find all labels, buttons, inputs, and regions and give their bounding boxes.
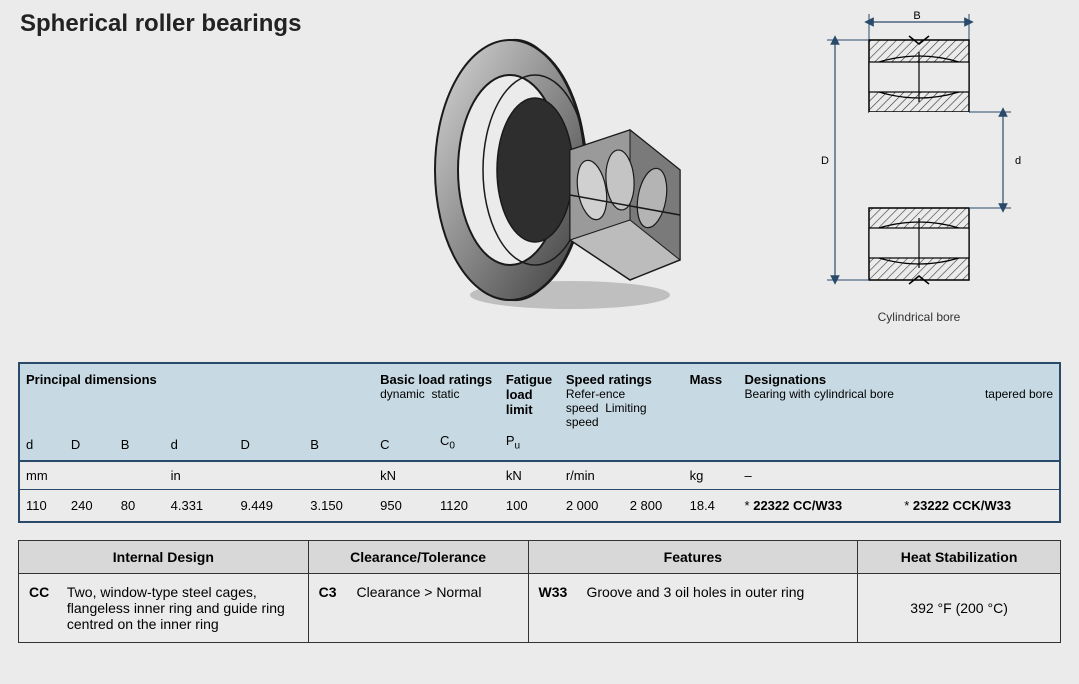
col-desig2 bbox=[898, 431, 1060, 461]
hdr-principal: Principal dimensions bbox=[19, 363, 374, 431]
unit-mm: mm bbox=[19, 461, 165, 490]
bearing-3d-illustration bbox=[400, 20, 700, 320]
data-row: 110 240 80 4.331 9.449 3.150 950 1120 10… bbox=[19, 489, 1060, 522]
feat-hdr-clearance: Clearance/Tolerance bbox=[308, 541, 528, 574]
hdr-mass: Mass bbox=[684, 363, 739, 431]
cell-refspeed: 2 000 bbox=[560, 489, 624, 522]
col-refspeed bbox=[560, 431, 624, 461]
col-B-mm: B bbox=[115, 431, 165, 461]
cell-limspeed: 2 800 bbox=[624, 489, 684, 522]
unit-dash: – bbox=[739, 461, 1060, 490]
dimensions-table: Principal dimensions Basic load ratings … bbox=[18, 362, 1061, 523]
features-table: Internal Design Clearance/Tolerance Feat… bbox=[18, 540, 1061, 643]
col-d-in: d bbox=[165, 431, 235, 461]
cell-B-in: 3.150 bbox=[304, 489, 374, 522]
feat-cell-heat: 392 °F (200 °C) bbox=[858, 574, 1061, 643]
col-mass bbox=[684, 431, 739, 461]
unit-kg: kg bbox=[684, 461, 739, 490]
unit-kN: kN bbox=[374, 461, 500, 490]
dim-label-D: D bbox=[821, 155, 829, 167]
cell-B-mm: 80 bbox=[115, 489, 165, 522]
cell-mass: 18.4 bbox=[684, 489, 739, 522]
cell-desig2: * 23222 CCK/W33 bbox=[898, 489, 1060, 522]
col-C: C bbox=[374, 431, 434, 461]
hdr-fatigue: Fatigue load limit bbox=[500, 363, 560, 431]
cell-Pu: 100 bbox=[500, 489, 560, 522]
cell-d-in: 4.331 bbox=[165, 489, 235, 522]
feat-cell-internal: CC Two, window-type steel cages, flangel… bbox=[19, 574, 309, 643]
cell-D-in: 9.449 bbox=[234, 489, 304, 522]
page-title: Spherical roller bearings bbox=[20, 10, 301, 38]
cell-d-mm: 110 bbox=[19, 489, 65, 522]
cell-C: 950 bbox=[374, 489, 434, 522]
feat-hdr-features: Features bbox=[528, 541, 858, 574]
feat-hdr-heat: Heat Stabilization bbox=[858, 541, 1061, 574]
feat-cell-clearance: C3 Clearance > Normal bbox=[308, 574, 528, 643]
unit-in: in bbox=[165, 461, 374, 490]
dim-label-B: B bbox=[913, 10, 920, 22]
cell-C0: 1120 bbox=[434, 489, 500, 522]
col-B-in: B bbox=[304, 431, 374, 461]
col-limspeed bbox=[624, 431, 684, 461]
col-Pu: Pu bbox=[500, 431, 560, 461]
col-D-in: D bbox=[234, 431, 304, 461]
hdr-basic-load: Basic load ratings dynamic static bbox=[374, 363, 500, 431]
unit-rmin: r/min bbox=[560, 461, 684, 490]
cell-D-mm: 240 bbox=[65, 489, 115, 522]
dim-label-d: d bbox=[1015, 155, 1021, 167]
bearing-cross-section-diagram: B D d bbox=[799, 10, 1039, 310]
col-C0: C0 bbox=[434, 431, 500, 461]
hdr-designations: Designations Bearing with cylindrical bo… bbox=[739, 363, 1060, 431]
cell-desig1: * 22322 CC/W33 bbox=[739, 489, 899, 522]
units-row: mm in kN kN r/min kg – bbox=[19, 461, 1060, 490]
feat-cell-features: W33 Groove and 3 oil holes in outer ring bbox=[528, 574, 858, 643]
hdr-speed: Speed ratings Refer-ence speed Limiting … bbox=[560, 363, 684, 431]
col-D-mm: D bbox=[65, 431, 115, 461]
cross-section-caption: Cylindrical bore bbox=[799, 310, 1039, 324]
col-d-mm: d bbox=[19, 431, 65, 461]
feat-hdr-internal: Internal Design bbox=[19, 541, 309, 574]
unit-kN2: kN bbox=[500, 461, 560, 490]
col-desig1 bbox=[739, 431, 899, 461]
